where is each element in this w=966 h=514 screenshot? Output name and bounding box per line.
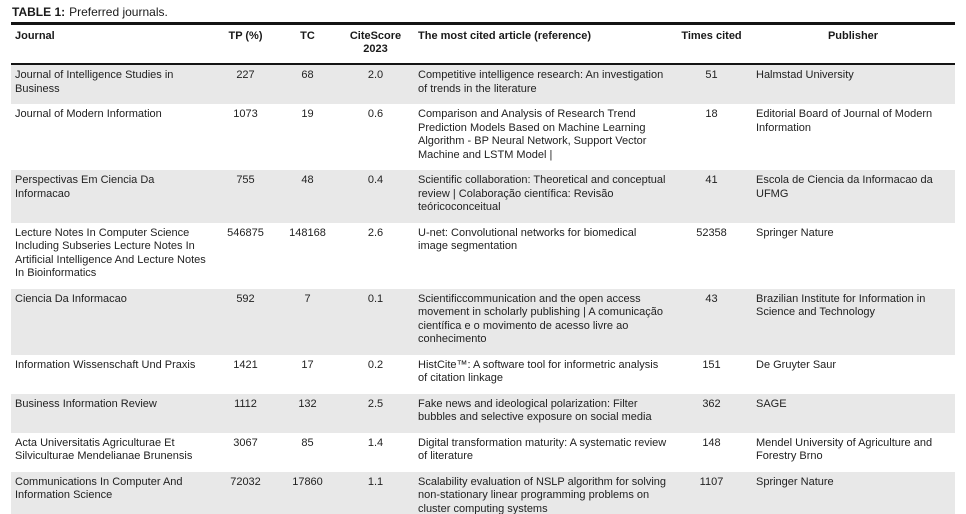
cell-times_cited: 148 <box>702 436 721 449</box>
cell-publisher: Springer Nature <box>756 226 834 239</box>
cell-tc: 68 <box>301 69 314 81</box>
cell-article: Comparison and Analysis of Research Tren… <box>418 108 647 161</box>
table-row: Lecture Notes In Computer Science Includ… <box>11 223 955 289</box>
table-caption-label: TABLE 1: <box>12 5 66 19</box>
cell-times_cited: 151 <box>702 358 721 371</box>
cell-tp: 592 <box>236 292 255 305</box>
cell-publisher: Mendel University of Agriculture and For… <box>756 436 933 463</box>
cell-times_cited: 1107 <box>699 475 724 488</box>
cell-publisher: Springer Nature <box>756 475 834 488</box>
cell-tp: 72032 <box>230 475 261 488</box>
cell-tc: 17 <box>301 358 314 371</box>
table-row: Business Information Review 1112 132 2.5 Fak… <box>11 393 955 433</box>
cell-article: Scientificcommunication and the open acc… <box>418 292 663 346</box>
cell-citescore: 0.4 <box>367 174 384 186</box>
table-row: Perspectivas Em Ciencia Da Informacao 755… <box>11 170 955 223</box>
column-header-article: The most cited article (reference) <box>414 23 672 65</box>
cell-tp: 227 <box>236 69 255 81</box>
cell-tc: 17860 <box>292 475 323 488</box>
cell-journal: Journal of Modern Information <box>15 108 162 120</box>
cell-journal: Perspectivas Em Ciencia Da Informacao <box>15 174 155 200</box>
cell-times_cited: 52358 <box>696 226 727 239</box>
table-caption-text: Preferred journals. <box>69 5 168 19</box>
cell-journal: Ciencia Da Informacao <box>15 292 127 305</box>
cell-tc: 19 <box>301 108 314 120</box>
column-header-times_cited: Times cited <box>672 23 752 65</box>
table-row: Journal of Intelligence Studies in Busin… <box>11 64 955 104</box>
cell-tc: 7 <box>304 292 311 305</box>
cell-publisher: Brazilian Institute for Information in S… <box>756 292 926 319</box>
cell-tc: 85 <box>301 436 314 449</box>
cell-tp: 546875 <box>227 226 264 239</box>
cell-citescore: 2.6 <box>367 226 384 239</box>
cell-tc: 148168 <box>289 226 326 239</box>
cell-article: Scalability evaluation of NSLP algorithm… <box>418 475 667 514</box>
table-row: Information Wissenschaft Und Praxis 1421 1… <box>11 355 955 394</box>
table-row: Communications In Computer And Informati… <box>11 471 955 514</box>
cell-tc: 132 <box>298 397 317 410</box>
cell-times_cited: 41 <box>705 174 718 186</box>
column-header-tc: TC <box>278 23 338 65</box>
cell-times_cited: 43 <box>705 292 718 305</box>
cell-journal: Business Information Review <box>15 397 157 410</box>
cell-tp: 3067 <box>233 436 258 449</box>
cell-article: HistCite™: A software tool for informetr… <box>418 358 659 385</box>
table-caption: TABLE 1: Preferred journals. <box>12 5 955 20</box>
column-header-journal: Journal <box>11 23 214 65</box>
cell-tp: 1112 <box>234 397 257 410</box>
cell-article: Digital transformation maturity: A syste… <box>418 436 667 463</box>
cell-publisher: De Gruyter Saur <box>756 358 837 371</box>
cell-publisher: Editorial Board of Journal of Modern Inf… <box>756 108 933 134</box>
table-row: Acta Universitatis Agriculturae Et Silvi… <box>11 433 955 472</box>
cell-tp: 1073 <box>233 108 258 120</box>
table-body: Journal of Intelligence Studies in Busin… <box>11 64 955 514</box>
cell-journal: Acta Universitatis Agriculturae Et Silvi… <box>15 436 193 463</box>
cell-citescore: 2.5 <box>367 397 384 410</box>
cell-journal: Lecture Notes In Computer Science Includ… <box>15 226 206 280</box>
column-header-citescore: CiteScore 2023 <box>338 23 414 65</box>
cell-tc: 48 <box>301 174 314 186</box>
cell-times_cited: 18 <box>705 108 718 120</box>
preferred-journals-table: Journal TP (%) TC CiteScore 2023 The most ci… <box>11 22 955 514</box>
cell-article: U-net: Convolutional networks for biomed… <box>418 226 637 253</box>
cell-article: Scientific collaboration: Theoretical an… <box>418 174 666 213</box>
cell-article: Competitive intelligence research: An in… <box>418 69 664 95</box>
cell-citescore: 0.2 <box>367 358 384 371</box>
cell-journal: Information Wissenschaft Und Praxis <box>15 358 196 371</box>
table-row: Journal of Modern Information 1073 19 0.6 Co… <box>11 104 955 170</box>
table-row: Ciencia Da Informacao 592 7 0.1 Scientificco… <box>11 288 955 355</box>
cell-citescore: 0.6 <box>367 108 384 120</box>
cell-citescore: 1.1 <box>367 475 384 488</box>
cell-times_cited: 362 <box>702 397 721 410</box>
cell-article: Fake news and ideological polarization: … <box>418 397 652 424</box>
cell-journal: Communications In Computer And Informati… <box>15 475 183 502</box>
column-header-publisher: Publisher <box>752 23 955 65</box>
cell-journal: Journal of Intelligence Studies in Busin… <box>15 69 174 95</box>
cell-times_cited: 51 <box>705 69 718 81</box>
cell-tp: 1421 <box>233 358 258 371</box>
cell-publisher: Halmstad University <box>756 69 854 81</box>
cell-publisher: Escola de Ciencia da Informacao da UFMG <box>756 174 933 200</box>
cell-citescore: 0.1 <box>367 292 384 305</box>
cell-citescore: 1.4 <box>367 436 384 449</box>
header-row: Journal TP (%) TC CiteScore 2023 The most ci… <box>11 23 955 65</box>
cell-publisher: SAGE <box>756 397 787 410</box>
cell-citescore: 2.0 <box>367 69 384 81</box>
cell-tp: 755 <box>236 174 255 186</box>
column-header-tp: TP (%) <box>214 23 278 65</box>
